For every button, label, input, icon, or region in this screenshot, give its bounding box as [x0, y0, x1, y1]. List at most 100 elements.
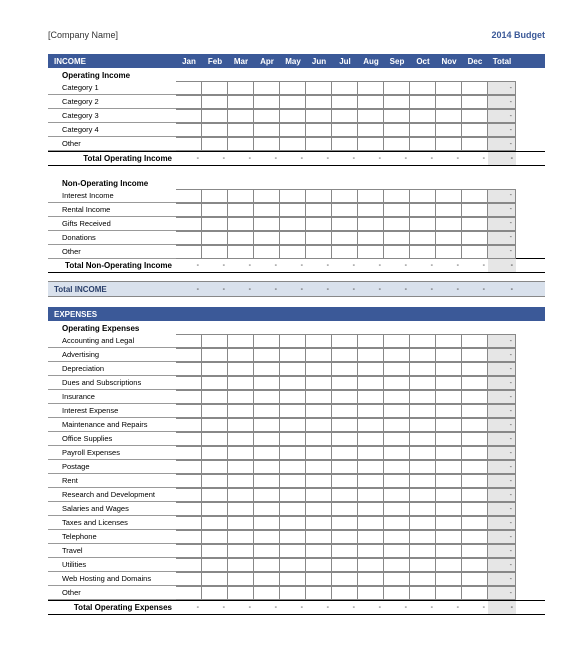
data-cell[interactable] [280, 586, 306, 600]
data-cell[interactable] [202, 348, 228, 362]
data-cell[interactable] [332, 474, 358, 488]
data-cell[interactable] [358, 348, 384, 362]
data-cell[interactable] [332, 558, 358, 572]
data-cell[interactable] [228, 586, 254, 600]
data-cell[interactable] [358, 231, 384, 245]
data-cell[interactable] [254, 362, 280, 376]
data-cell[interactable] [358, 203, 384, 217]
data-cell[interactable] [384, 81, 410, 95]
data-cell[interactable] [436, 376, 462, 390]
data-cell[interactable] [202, 544, 228, 558]
data-cell[interactable] [176, 231, 202, 245]
data-cell[interactable] [410, 95, 436, 109]
data-cell[interactable] [410, 558, 436, 572]
data-cell[interactable] [228, 123, 254, 137]
data-cell[interactable] [358, 404, 384, 418]
data-cell[interactable] [254, 530, 280, 544]
data-cell[interactable] [176, 544, 202, 558]
data-cell[interactable] [332, 231, 358, 245]
data-cell[interactable] [228, 390, 254, 404]
data-cell[interactable] [280, 189, 306, 203]
data-cell[interactable] [176, 137, 202, 151]
data-cell[interactable] [202, 586, 228, 600]
data-cell[interactable] [202, 231, 228, 245]
data-cell[interactable] [228, 231, 254, 245]
data-cell[interactable] [176, 446, 202, 460]
data-cell[interactable] [176, 502, 202, 516]
data-cell[interactable] [436, 474, 462, 488]
data-cell[interactable] [462, 404, 488, 418]
data-cell[interactable] [462, 376, 488, 390]
data-cell[interactable] [332, 203, 358, 217]
data-cell[interactable] [462, 488, 488, 502]
data-cell[interactable] [332, 217, 358, 231]
data-cell[interactable] [436, 488, 462, 502]
data-cell[interactable] [332, 404, 358, 418]
data-cell[interactable] [176, 95, 202, 109]
data-cell[interactable] [306, 81, 332, 95]
data-cell[interactable] [176, 109, 202, 123]
data-cell[interactable] [254, 123, 280, 137]
data-cell[interactable] [202, 362, 228, 376]
data-cell[interactable] [462, 81, 488, 95]
data-cell[interactable] [176, 516, 202, 530]
data-cell[interactable] [280, 81, 306, 95]
data-cell[interactable] [306, 516, 332, 530]
data-cell[interactable] [358, 502, 384, 516]
data-cell[interactable] [332, 95, 358, 109]
data-cell[interactable] [358, 446, 384, 460]
data-cell[interactable] [358, 217, 384, 231]
data-cell[interactable] [436, 95, 462, 109]
data-cell[interactable] [280, 544, 306, 558]
data-cell[interactable] [176, 390, 202, 404]
data-cell[interactable] [254, 460, 280, 474]
data-cell[interactable] [384, 203, 410, 217]
data-cell[interactable] [176, 334, 202, 348]
data-cell[interactable] [280, 404, 306, 418]
data-cell[interactable] [358, 81, 384, 95]
data-cell[interactable] [254, 245, 280, 259]
data-cell[interactable] [176, 558, 202, 572]
data-cell[interactable] [306, 334, 332, 348]
data-cell[interactable] [410, 390, 436, 404]
data-cell[interactable] [280, 474, 306, 488]
data-cell[interactable] [358, 362, 384, 376]
data-cell[interactable] [462, 137, 488, 151]
data-cell[interactable] [254, 586, 280, 600]
data-cell[interactable] [462, 217, 488, 231]
data-cell[interactable] [306, 137, 332, 151]
data-cell[interactable] [384, 502, 410, 516]
data-cell[interactable] [410, 231, 436, 245]
data-cell[interactable] [462, 95, 488, 109]
data-cell[interactable] [462, 123, 488, 137]
data-cell[interactable] [410, 348, 436, 362]
data-cell[interactable] [462, 516, 488, 530]
data-cell[interactable] [202, 474, 228, 488]
data-cell[interactable] [384, 137, 410, 151]
data-cell[interactable] [254, 390, 280, 404]
data-cell[interactable] [332, 488, 358, 502]
data-cell[interactable] [384, 432, 410, 446]
data-cell[interactable] [332, 516, 358, 530]
data-cell[interactable] [384, 123, 410, 137]
data-cell[interactable] [462, 362, 488, 376]
data-cell[interactable] [306, 418, 332, 432]
data-cell[interactable] [410, 586, 436, 600]
data-cell[interactable] [436, 348, 462, 362]
data-cell[interactable] [254, 137, 280, 151]
data-cell[interactable] [436, 516, 462, 530]
data-cell[interactable] [202, 572, 228, 586]
data-cell[interactable] [306, 217, 332, 231]
data-cell[interactable] [228, 334, 254, 348]
data-cell[interactable] [280, 558, 306, 572]
data-cell[interactable] [202, 558, 228, 572]
data-cell[interactable] [462, 446, 488, 460]
data-cell[interactable] [462, 390, 488, 404]
data-cell[interactable] [228, 418, 254, 432]
data-cell[interactable] [384, 530, 410, 544]
data-cell[interactable] [436, 123, 462, 137]
data-cell[interactable] [436, 137, 462, 151]
data-cell[interactable] [358, 460, 384, 474]
data-cell[interactable] [254, 109, 280, 123]
data-cell[interactable] [332, 446, 358, 460]
